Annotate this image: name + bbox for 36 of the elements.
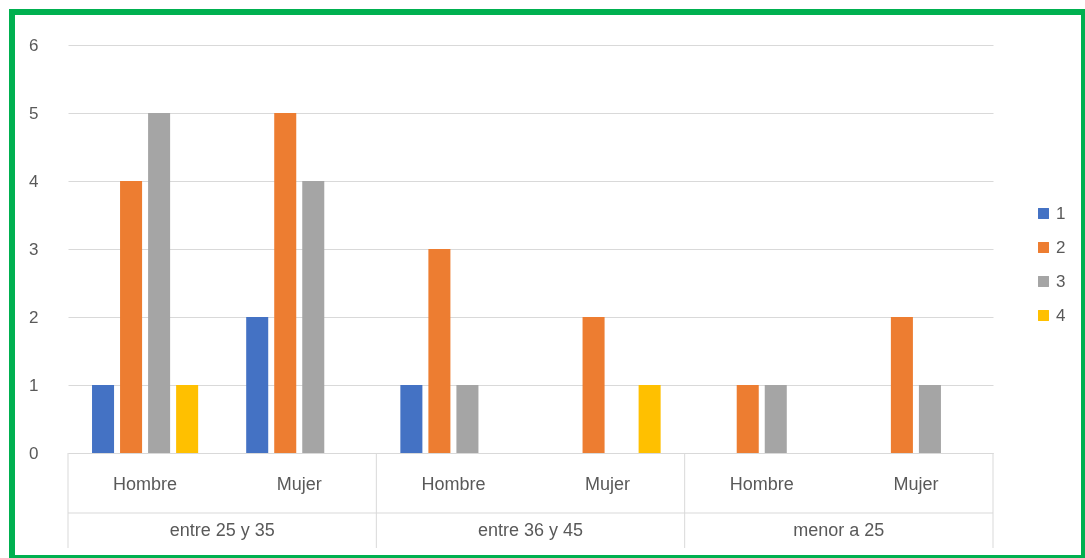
bar [456,385,479,453]
bar [890,317,913,453]
x-tick-label: Mujer [893,473,939,494]
x-tick-label: Hombre [421,473,486,494]
bar [92,385,115,453]
bar [736,385,759,453]
y-tick-label: 2 [29,307,39,327]
x-tick-label: Hombre [729,473,794,494]
text: menor a 25 [793,520,885,540]
bar [764,385,787,453]
x-tick-label: Mujer [276,473,322,494]
x-tick-label: Mujer [585,473,631,494]
bar [918,385,941,453]
y-tick-label: 5 [29,103,39,123]
bar [274,113,297,453]
text: entre 36 y 45 [477,520,584,540]
bar [428,249,451,453]
bar [302,181,325,453]
y-tick-label: 1 [29,375,39,395]
bar [120,181,143,453]
x-tick-label: Hombre [113,473,178,494]
bar [176,385,199,453]
y-tick-label: 6 [29,35,39,55]
y-tick-label: 0 [29,443,39,463]
text: entre 25 y 35 [169,520,275,540]
y-tick-label: 4 [29,171,39,191]
bar [400,385,423,453]
legend-label: 4 [1056,305,1066,325]
bar [148,113,171,453]
bar [638,385,661,453]
y-tick-label: 3 [29,239,39,259]
bar [582,317,605,453]
legend-label: 2 [1056,237,1066,257]
bar [246,317,269,453]
legend-label: 3 [1056,271,1066,291]
legend-label: 1 [1056,203,1066,223]
